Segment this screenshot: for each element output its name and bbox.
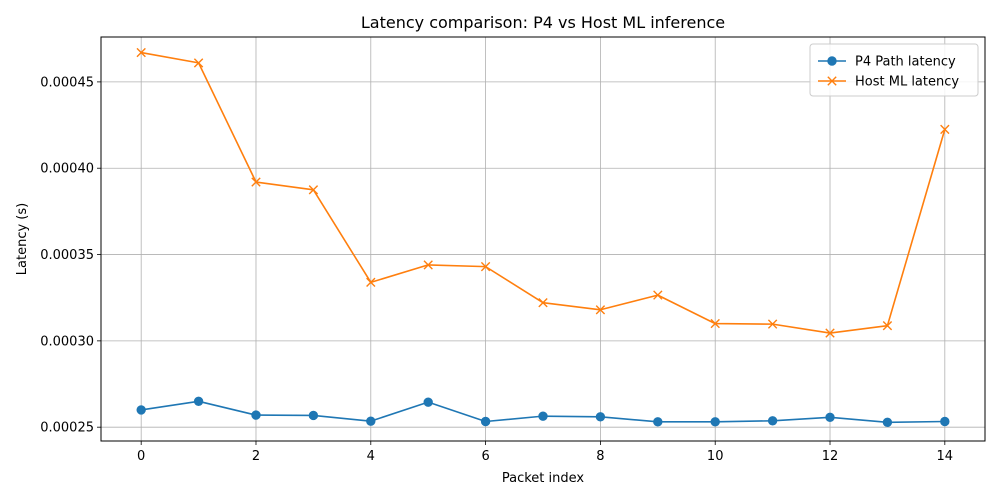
data-point [882, 320, 893, 331]
grid [101, 37, 985, 441]
legend-marker [827, 56, 837, 66]
data-point [710, 318, 720, 329]
data-point [251, 177, 261, 187]
data-point [538, 298, 548, 308]
data-point [767, 319, 778, 329]
legend-marker [827, 76, 837, 86]
ticks: 0 2 4 6 8 10 12 14 0.00025 0.00030 0.00035 0.00040 0… [40, 75, 953, 464]
legend-box [809, 43, 979, 97]
x-tick-label: 6 [481, 449, 489, 464]
y-tick-label: 0.00030 [40, 334, 94, 349]
data-point [825, 328, 835, 338]
legend-label: P4 Path latency [855, 55, 956, 70]
x-axis-label: Packet index [502, 471, 585, 486]
legend-item: P4 Path latency [818, 55, 956, 70]
series-1 [136, 47, 950, 338]
y-tick-label: 0.00045 [40, 75, 94, 90]
data-point [423, 260, 433, 270]
data-point [136, 405, 146, 415]
legend: P4 Path latency Host ML latency [809, 43, 979, 97]
legend-label: Host ML latency [855, 75, 959, 90]
plot-frame [100, 36, 986, 442]
x-tick-label: 4 [367, 449, 375, 464]
y-tick-label: 0.00025 [40, 421, 94, 436]
data-point [653, 417, 663, 427]
data-point [423, 397, 433, 407]
x-tick-label: 12 [822, 449, 839, 464]
y-tick-label: 0.00040 [40, 162, 94, 177]
data-point [251, 410, 261, 420]
data-point [595, 305, 606, 315]
data-point [710, 417, 720, 427]
data-point [136, 47, 146, 58]
data-point [653, 290, 663, 300]
y-tick-label: 0.00035 [40, 248, 94, 263]
series-group [136, 47, 950, 428]
data-point [940, 124, 950, 135]
x-tick-label: 2 [252, 449, 260, 464]
data-point [193, 396, 204, 406]
data-point [595, 412, 606, 422]
data-point [480, 416, 491, 427]
x-tick-label: 0 [137, 449, 145, 464]
data-point [366, 416, 376, 426]
x-tick-label: 10 [707, 449, 724, 464]
data-point [882, 417, 893, 428]
data-point [767, 416, 778, 426]
data-point [940, 416, 950, 427]
y-axis-label: Latency (s) [15, 203, 30, 275]
x-tick-label: 14 [937, 449, 954, 464]
data-point [366, 277, 376, 288]
legend-item: Host ML latency [818, 75, 959, 90]
x-tick-label: 8 [596, 449, 604, 464]
data-point [308, 410, 319, 421]
data-point [825, 412, 835, 423]
data-point [308, 185, 319, 195]
series-0 [136, 396, 950, 428]
chart-title: Latency comparison: P4 vs Host ML infere… [361, 13, 725, 32]
data-point [480, 261, 491, 272]
data-point [538, 411, 548, 421]
data-point [193, 58, 204, 68]
